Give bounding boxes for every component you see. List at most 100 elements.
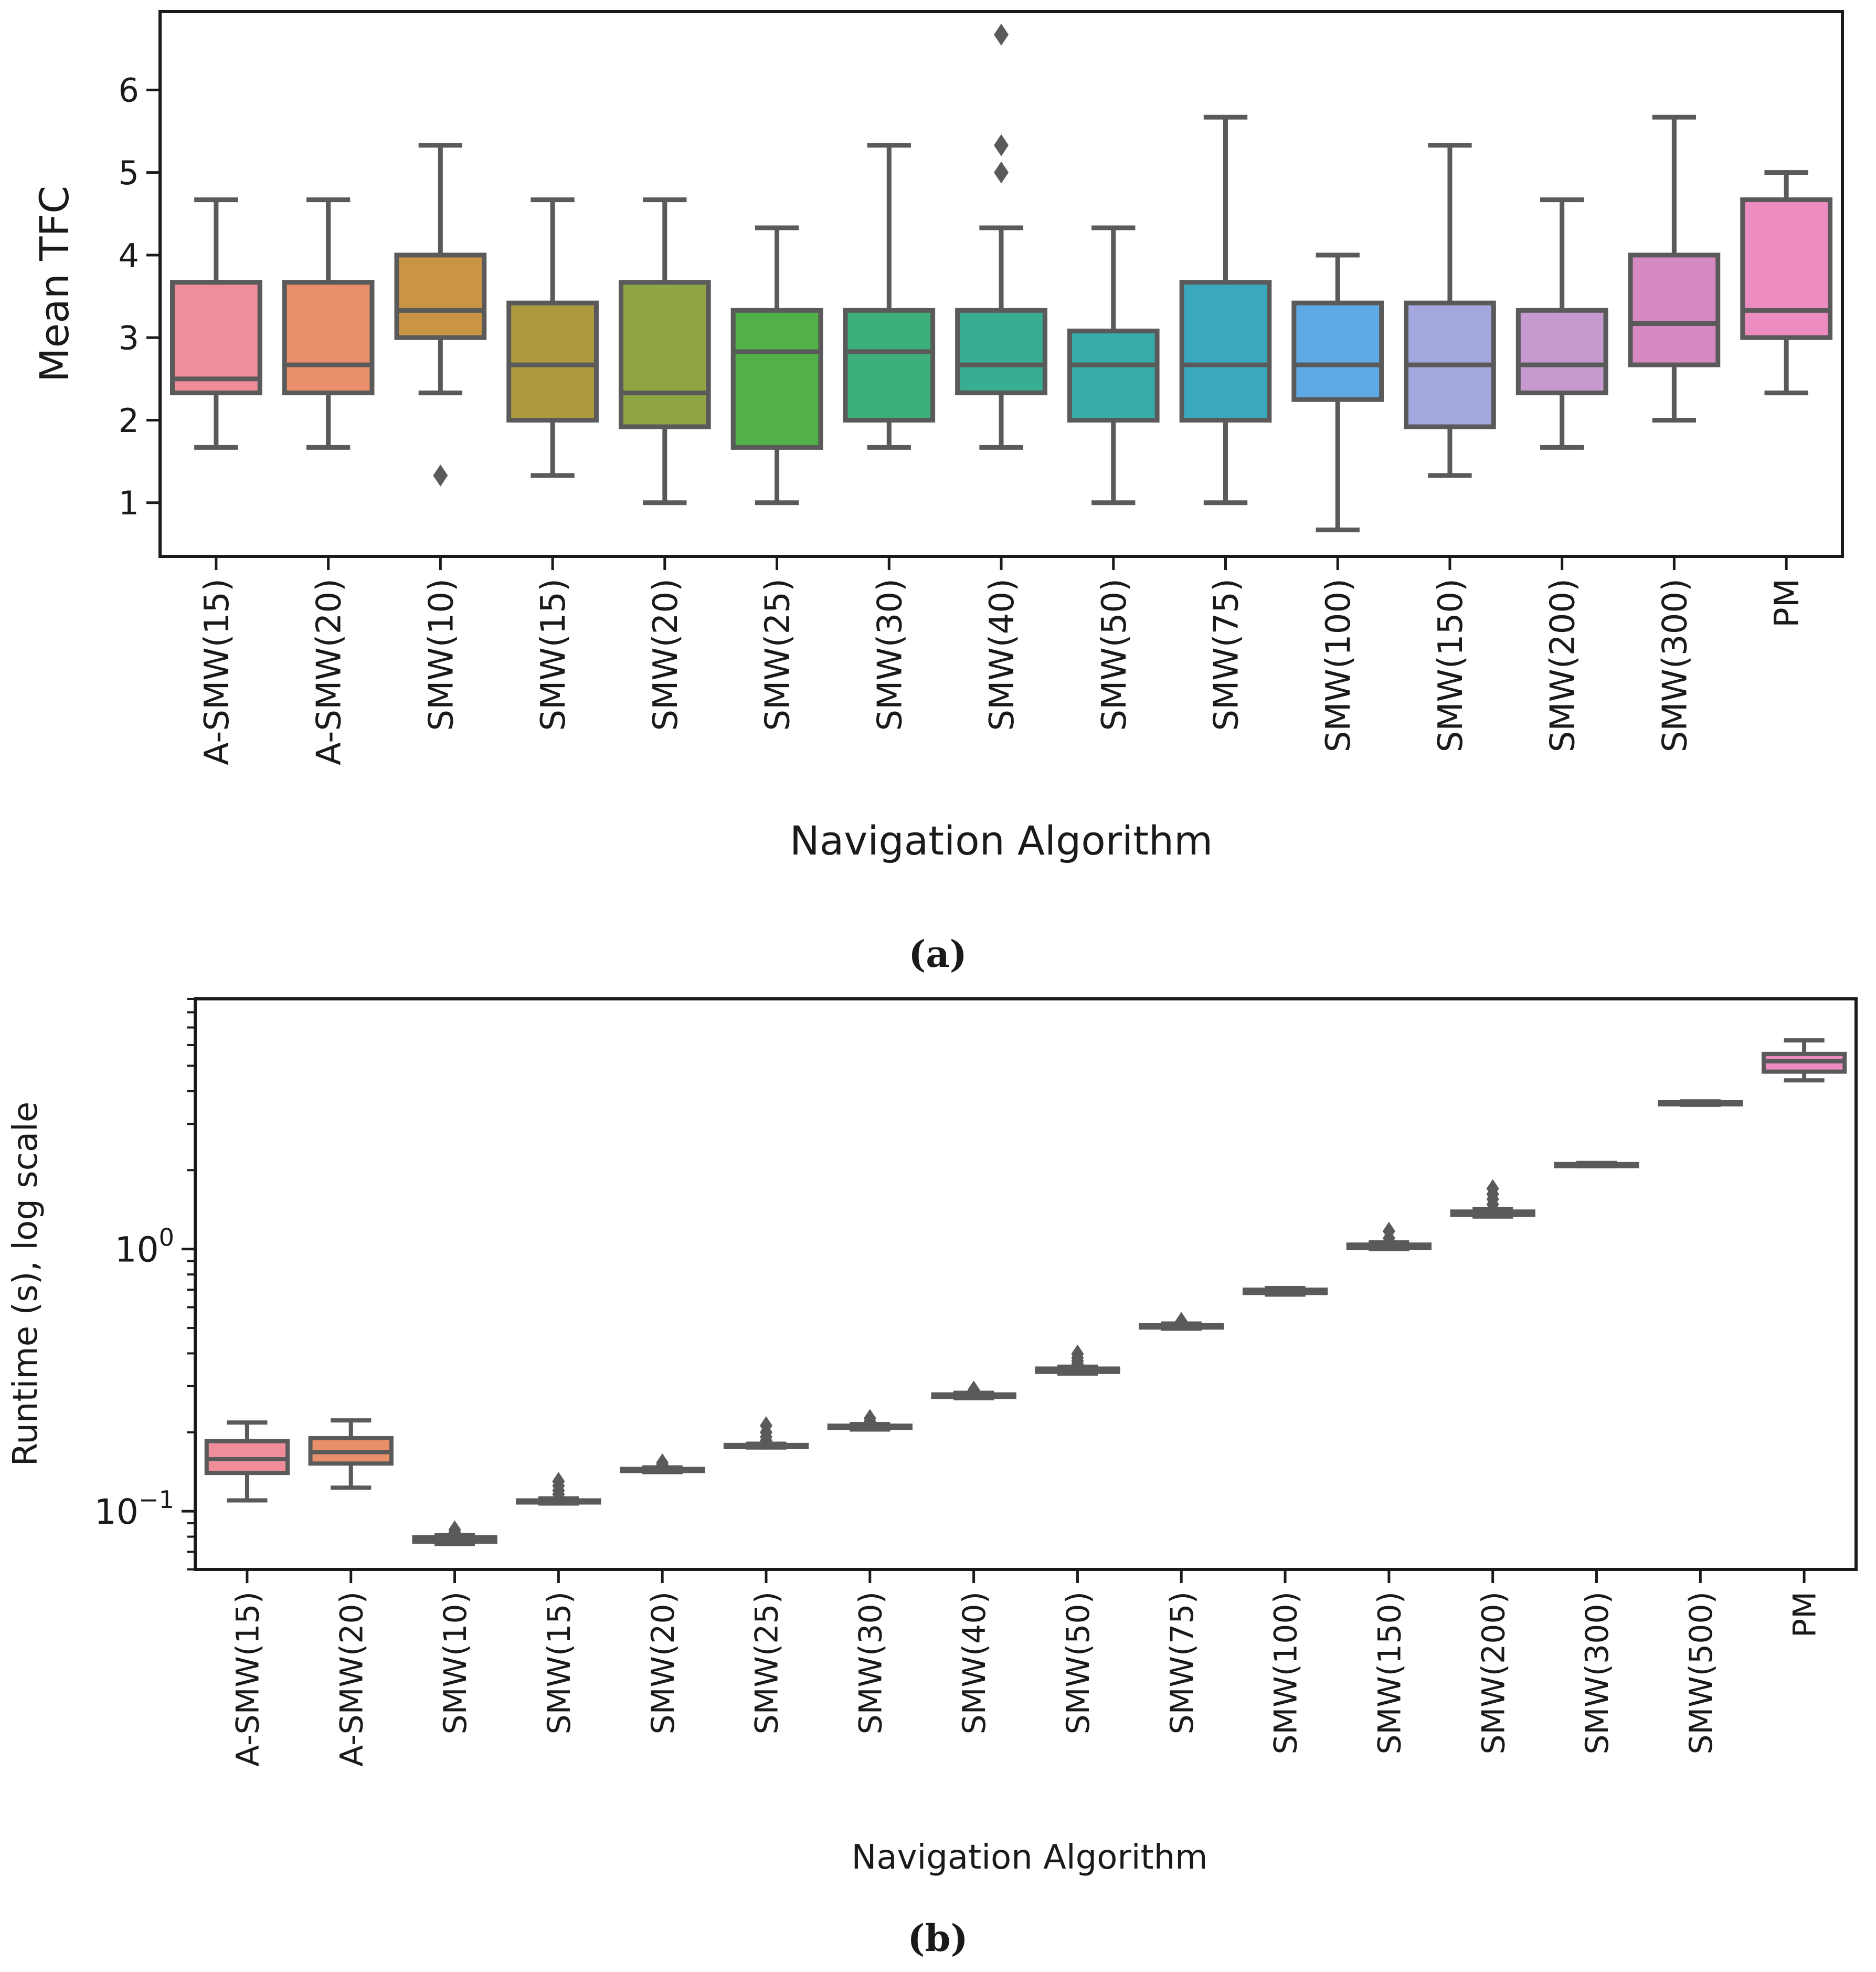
box-SMW(40)	[955, 24, 1047, 450]
box-SMW(10)	[412, 1520, 497, 1546]
x-tick-label: A-SMW(15)	[230, 1591, 267, 1767]
axes-frame-b	[194, 997, 1858, 1571]
x-tick-label: SMW(20)	[645, 1591, 682, 1734]
x-tick-label: SMW(30)	[871, 578, 909, 731]
box-PM	[1761, 1038, 1847, 1083]
x-tick-label: SMW(75)	[1164, 1591, 1201, 1734]
box-iqr	[1179, 280, 1272, 423]
plot-area-b: 10−1 100 A-SMW(15) A-SMW(20) SMW(10) SMW(15) S…	[94, 998, 1847, 1767]
outlier-point	[552, 1472, 565, 1491]
x-tick-label: SMW(10)	[422, 578, 461, 731]
x-tick-label: SMW(100)	[1319, 578, 1358, 752]
box-SMW(300)	[1554, 1161, 1639, 1168]
outlier-point	[1382, 1221, 1395, 1241]
y-axis-label-a: Mean TFC	[31, 186, 78, 382]
box-SMW(75)	[1139, 1312, 1224, 1331]
box-iqr	[170, 280, 262, 396]
box-SMW(15)	[516, 1472, 601, 1506]
x-tick-label: PM	[1787, 1591, 1824, 1638]
box-iqr	[1515, 308, 1608, 396]
box-SMW(100)	[1291, 252, 1384, 533]
box-SMW(150)	[1346, 1221, 1432, 1251]
box-SMW(50)	[1067, 225, 1160, 505]
box-A-SMW(20)	[282, 197, 375, 450]
outlier-point	[448, 1520, 461, 1539]
box-SMW(20)	[618, 197, 711, 505]
box-A-SMW(20)	[308, 1418, 394, 1490]
box-SMW(30)	[827, 1409, 913, 1432]
outlier-point	[967, 1380, 980, 1400]
axes-frame-a	[158, 10, 1844, 558]
x-axis-label-b: Navigation Algorithm	[852, 1838, 1208, 1877]
box-SMW(20)	[620, 1453, 705, 1475]
x-tick-label: A-SMW(15)	[198, 578, 237, 765]
x-tick-label: SMW(40)	[983, 578, 1022, 731]
box-SMW(300)	[1628, 114, 1721, 423]
plot-area-a: 1 2 3 4 5 6 A-SMW(15) A-SMW(20) SMW(10) SMW(15) SM…	[119, 24, 1832, 765]
box-SMW(150)	[1404, 143, 1496, 478]
box-SMW(40)	[931, 1380, 1016, 1400]
x-tick-label: SMW(200)	[1544, 578, 1583, 752]
outlier-point	[863, 1409, 876, 1428]
outlier-point	[759, 1416, 772, 1436]
x-tick-label: SMW(40)	[956, 1591, 993, 1734]
box-iqr	[955, 308, 1047, 396]
x-tick-label: A-SMW(20)	[310, 578, 349, 765]
x-tick-label: SMW(15)	[541, 1591, 578, 1734]
y-tick-label: 3	[119, 319, 139, 357]
box-SMW(200)	[1450, 1179, 1535, 1219]
x-tick-label: PM	[1768, 578, 1807, 628]
x-tick-label: SMW(10)	[437, 1591, 474, 1734]
box-iqr	[1740, 197, 1832, 340]
box-PM	[1740, 170, 1832, 396]
x-tick-label: SMW(300)	[1656, 578, 1694, 752]
box-SMW(100)	[1242, 1285, 1328, 1297]
box-SMW(15)	[506, 197, 599, 478]
y-tick-label: 100	[115, 1224, 174, 1270]
box-SMW(25)	[730, 225, 823, 505]
outlier-point	[994, 24, 1009, 46]
x-tick-label: SMW(200)	[1475, 1591, 1512, 1755]
y-axis-label-b: Runtime (s), log scale	[6, 1102, 45, 1466]
box-SMW(200)	[1515, 197, 1608, 450]
box-iqr	[394, 252, 487, 340]
box-A-SMW(15)	[204, 1420, 290, 1503]
x-tick-label: SMW(25)	[759, 578, 798, 731]
panel-b-chart: 10−1 100 A-SMW(15) A-SMW(20) SMW(10) SMW(15) S…	[6, 997, 1858, 1877]
box-SMW(25)	[723, 1416, 809, 1450]
x-tick-label: SMW(500)	[1683, 1591, 1720, 1755]
box-iqr	[1628, 252, 1721, 367]
x-tick-label: SMW(150)	[1371, 1591, 1408, 1755]
x-tick-label: SMW(25)	[749, 1591, 786, 1734]
y-tick-label: 2	[119, 402, 139, 440]
x-tick-label: SMW(150)	[1432, 578, 1470, 752]
box-iqr	[730, 308, 823, 450]
x-tick-label: SMW(75)	[1207, 578, 1246, 731]
x-tick-label: SMW(30)	[852, 1591, 889, 1734]
x-tick-label: SMW(50)	[1095, 578, 1134, 731]
x-tick-label: SMW(15)	[534, 578, 573, 731]
panel-a-chart: 1 2 3 4 5 6 A-SMW(15) A-SMW(20) SMW(10) SMW(15) SM…	[31, 10, 1844, 864]
x-tick-label: A-SMW(20)	[333, 1591, 370, 1767]
outlier-point	[1486, 1179, 1499, 1198]
y-tick-label: 10−1	[94, 1485, 174, 1532]
box-SMW(10)	[394, 143, 487, 487]
outlier-point	[994, 161, 1009, 184]
box-A-SMW(15)	[170, 197, 262, 450]
y-tick-label: 5	[119, 154, 139, 192]
box-iqr	[282, 280, 375, 396]
outlier-point	[1071, 1344, 1084, 1364]
outlier-point	[656, 1453, 669, 1472]
outlier-point	[994, 134, 1009, 156]
caption-a: (a)	[908, 932, 967, 976]
x-axis-label-a: Navigation Algorithm	[790, 817, 1213, 864]
box-iqr	[1067, 329, 1160, 423]
caption-b: (b)	[907, 1916, 968, 1960]
x-tick-label: SMW(20)	[646, 578, 685, 731]
y-tick-label: 1	[119, 484, 139, 522]
y-tick-label: 4	[119, 236, 139, 275]
box-SMW(50)	[1035, 1344, 1120, 1376]
outlier-point	[1175, 1312, 1188, 1331]
box-SMW(75)	[1179, 114, 1272, 505]
